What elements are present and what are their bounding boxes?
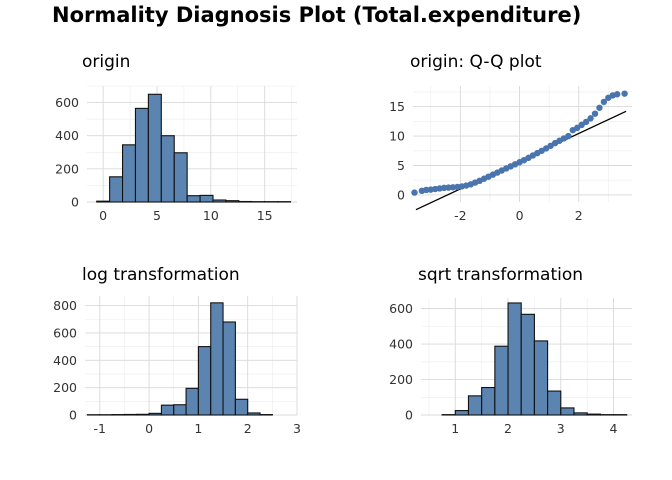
histogram-bar	[212, 199, 227, 203]
panel-title-sqrt: sqrt transformation	[418, 265, 583, 285]
y-tick-label: 0	[405, 408, 413, 423]
y-tick-label: 600	[53, 325, 77, 340]
histogram-bar	[197, 346, 212, 416]
y-tick-label: 400	[53, 353, 77, 368]
histogram-bar	[533, 340, 549, 416]
x-tick-label: 2	[575, 208, 583, 223]
figure-title: Normality Diagnosis Plot (Total.expendit…	[52, 3, 581, 27]
x-tick-label: 3	[557, 421, 565, 436]
y-tick-label: 800	[53, 298, 77, 313]
histogram-bar	[148, 412, 162, 416]
qq-point	[614, 91, 621, 98]
qq-point	[411, 189, 418, 196]
x-tick-label: 10	[203, 208, 219, 223]
histogram-bar	[454, 410, 470, 416]
histogram-bar	[199, 194, 214, 203]
qq-point	[565, 132, 572, 140]
histogram-bar	[586, 413, 601, 416]
y-tick-label: 200	[55, 161, 79, 176]
histogram-bar	[160, 135, 175, 203]
histogram-bar	[547, 390, 562, 416]
histogram-bar	[109, 176, 124, 203]
histogram-bar	[173, 404, 187, 416]
histogram-bar	[507, 302, 522, 416]
y-tick-label: 0	[71, 195, 79, 210]
y-tick-label: 200	[389, 372, 413, 387]
x-tick-label: 2	[504, 421, 512, 436]
panel-title-qq: origin: Q-Q plot	[410, 52, 542, 72]
x-tick-label: 4	[610, 421, 618, 436]
qq-point	[587, 115, 594, 122]
qq-point	[596, 104, 603, 111]
y-tick-label: 200	[53, 380, 77, 395]
x-tick-label: 1	[194, 421, 202, 436]
histogram-bar	[573, 412, 588, 416]
histogram-bar	[160, 404, 175, 416]
qq-point	[582, 118, 590, 126]
x-tick-label: 2	[244, 421, 252, 436]
histogram-bar	[247, 412, 261, 416]
bars-sqrt	[441, 302, 628, 416]
panel-title-log: log transformation	[82, 265, 240, 285]
bars-log	[86, 302, 273, 416]
y-tick-label: 600	[389, 301, 413, 316]
x-tick-label: -2	[454, 208, 466, 223]
panel-title-origin: origin	[82, 52, 130, 72]
qq-points	[411, 90, 628, 196]
panel-log-transformation: log transformation -1 0 1 2 3 0 200 400 600 800	[53, 265, 301, 436]
x-tick-label: 0	[145, 421, 153, 436]
y-tick-label: 5	[397, 158, 405, 173]
histogram-bar	[520, 313, 535, 416]
grid-qq	[413, 86, 632, 202]
histogram-bar	[121, 144, 137, 203]
y-tick-label: 400	[389, 337, 413, 352]
histogram-bar	[186, 195, 201, 203]
y-tick-label: 0	[69, 408, 77, 423]
x-tick-label: 0	[99, 208, 107, 223]
x-tick-label: 5	[153, 208, 161, 223]
histogram-bar	[173, 152, 188, 203]
qq-point	[621, 90, 628, 97]
histogram-bar	[467, 395, 483, 416]
histogram-bar	[560, 407, 575, 416]
x-tick-label: 3	[293, 421, 301, 436]
y-tick-label: 400	[55, 128, 79, 143]
histogram-bar	[225, 200, 240, 203]
qq-point	[600, 98, 608, 106]
histogram-bar	[96, 200, 111, 203]
bars-origin	[96, 93, 292, 203]
histogram-bar	[147, 93, 162, 203]
histogram-bar	[123, 413, 138, 416]
qq-point	[591, 110, 599, 117]
panel-origin: origin 0 5 10 15 0 200 400 600	[55, 52, 297, 223]
x-tick-label: 15	[257, 208, 273, 223]
panel-sqrt-transformation: sqrt transformation 1 2 3 4 0 200 400 600	[389, 265, 632, 436]
x-tick-label: -1	[94, 421, 106, 436]
y-tick-label: 10	[389, 129, 405, 144]
y-tick-label: 0	[397, 187, 405, 202]
histogram-bar	[234, 398, 249, 416]
histogram-bar	[494, 345, 509, 416]
histogram-bar	[134, 107, 149, 203]
histogram-bar	[136, 413, 150, 416]
histogram-bar	[481, 386, 496, 416]
panel-qq-plot: origin: Q-Q plot -2 0 2 0 5 10 15	[389, 52, 632, 223]
y-tick-label: 600	[55, 95, 79, 110]
histogram-bar	[210, 302, 224, 416]
histogram-bar	[185, 387, 199, 416]
x-tick-label: 0	[516, 208, 524, 223]
histogram-bar	[222, 321, 236, 416]
x-tick-label: 1	[451, 421, 459, 436]
y-tick-label: 15	[389, 99, 405, 114]
